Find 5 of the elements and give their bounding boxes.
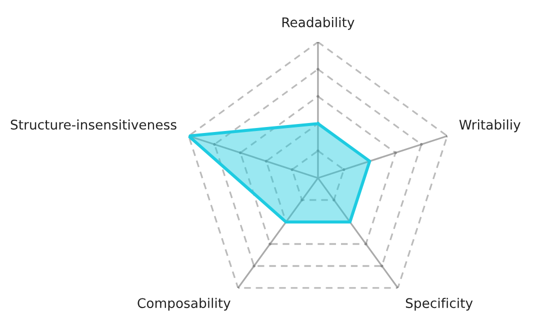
spoke-label: Writabiliy [459, 119, 520, 132]
spoke-label: Specificity [406, 298, 473, 311]
spoke-label: Readability [282, 17, 354, 30]
spoke-label: Composability [138, 298, 230, 311]
spoke-label: Structure-insensitiveness [10, 119, 176, 130]
